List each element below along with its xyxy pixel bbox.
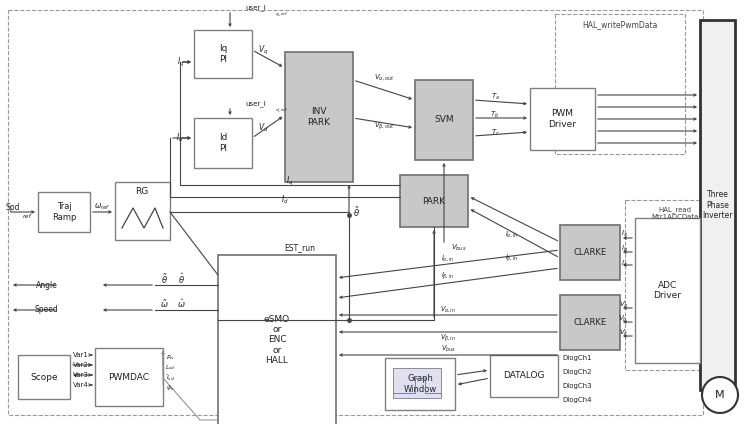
Text: user_I: user_I bbox=[245, 100, 266, 107]
Bar bbox=[490, 355, 558, 397]
Text: $L_{sd}$: $L_{sd}$ bbox=[165, 363, 176, 372]
Text: HAL_writePwmData: HAL_writePwmData bbox=[583, 20, 657, 29]
Text: $_{q\_ref}$: $_{q\_ref}$ bbox=[275, 10, 288, 18]
Text: Var3: Var3 bbox=[73, 372, 89, 378]
Bar bbox=[95, 348, 163, 406]
Text: PWM
Driver: PWM Driver bbox=[548, 109, 577, 129]
Bar bbox=[555, 14, 685, 154]
Text: $V_{\alpha,out}$: $V_{\alpha,out}$ bbox=[374, 72, 394, 82]
Text: $V_d$: $V_d$ bbox=[258, 122, 268, 134]
Text: DlogCh3: DlogCh3 bbox=[562, 383, 592, 389]
Text: eSMO
or
ENC
or
HALL: eSMO or ENC or HALL bbox=[264, 315, 290, 365]
Text: $I_b$: $I_b$ bbox=[621, 244, 628, 254]
Bar bbox=[218, 255, 336, 424]
Text: $\tilde{\omega}$: $\tilde{\omega}$ bbox=[160, 298, 168, 310]
Text: PARK: PARK bbox=[423, 196, 445, 206]
Text: Graph
Window: Graph Window bbox=[403, 374, 437, 394]
Text: $I_d$: $I_d$ bbox=[176, 132, 184, 144]
Text: $I_c$: $I_c$ bbox=[622, 259, 628, 269]
Text: Scope: Scope bbox=[30, 373, 58, 382]
Bar bbox=[38, 192, 90, 232]
Bar bbox=[400, 175, 468, 227]
Bar bbox=[700, 20, 735, 390]
Text: DlogCh1: DlogCh1 bbox=[562, 355, 592, 361]
Bar bbox=[393, 368, 441, 398]
Circle shape bbox=[702, 377, 738, 413]
Text: HAL_read
Mtr1ADCData: HAL_read Mtr1ADCData bbox=[651, 206, 698, 220]
Text: $V_q$: $V_q$ bbox=[258, 43, 268, 56]
Text: DATALOG: DATALOG bbox=[503, 371, 545, 380]
Text: Three
Phase
Inverter: Three Phase Inverter bbox=[702, 190, 733, 220]
Text: RG: RG bbox=[135, 187, 149, 196]
Bar bbox=[285, 52, 353, 182]
Text: $\hat{I}_{sd}$: $\hat{I}_{sd}$ bbox=[166, 373, 175, 383]
Text: $T_b$: $T_b$ bbox=[491, 110, 500, 120]
Bar bbox=[385, 358, 455, 410]
Text: $V_{\beta,out}$: $V_{\beta,out}$ bbox=[374, 120, 394, 132]
Text: $V_{\beta,in}$: $V_{\beta,in}$ bbox=[440, 332, 456, 344]
Text: CLARKE: CLARKE bbox=[574, 248, 607, 257]
Text: $I_{\alpha,in}$: $I_{\alpha,in}$ bbox=[506, 229, 518, 239]
Text: $I_{\alpha,in}$: $I_{\alpha,in}$ bbox=[441, 253, 455, 263]
Text: $V_{\alpha,in}$: $V_{\alpha,in}$ bbox=[440, 304, 456, 314]
Text: $\hat{\omega}$: $\hat{\omega}$ bbox=[177, 298, 185, 310]
Text: $I_q$: $I_q$ bbox=[286, 174, 294, 187]
Bar bbox=[115, 182, 170, 240]
Text: $_{d\_ref}$: $_{d\_ref}$ bbox=[275, 106, 288, 114]
Text: $T_c$: $T_c$ bbox=[491, 128, 500, 138]
Text: PWMDAC: PWMDAC bbox=[108, 373, 149, 382]
Text: $\tilde{\theta}$: $\tilde{\theta}$ bbox=[353, 205, 360, 219]
Text: $V_a$: $V_a$ bbox=[619, 300, 628, 310]
Bar bbox=[560, 295, 620, 350]
Text: Spd: Spd bbox=[5, 203, 19, 212]
Text: $I_d$: $I_d$ bbox=[281, 194, 289, 206]
Text: $V_c$: $V_c$ bbox=[619, 328, 628, 338]
Text: $I_q$: $I_q$ bbox=[176, 56, 184, 69]
Text: $I_{\beta,in}$: $I_{\beta,in}$ bbox=[441, 270, 455, 282]
Bar bbox=[635, 218, 700, 363]
Text: $\hat{\theta}$: $\hat{\theta}$ bbox=[178, 272, 185, 286]
Text: Speed: Speed bbox=[34, 306, 58, 315]
Text: $V_b$: $V_b$ bbox=[619, 314, 628, 324]
Bar bbox=[18, 355, 70, 399]
Text: $V_{bus}$: $V_{bus}$ bbox=[451, 243, 466, 253]
Text: Var4: Var4 bbox=[73, 382, 89, 388]
Bar bbox=[625, 200, 725, 370]
Text: DlogCh2: DlogCh2 bbox=[562, 369, 592, 375]
Text: DlogCh4: DlogCh4 bbox=[562, 397, 592, 403]
Text: ref: ref bbox=[23, 214, 32, 218]
Text: $R_s$: $R_s$ bbox=[166, 354, 174, 363]
Text: $I_{\beta,in}$: $I_{\beta,in}$ bbox=[506, 252, 518, 264]
Text: Iq
PI: Iq PI bbox=[219, 44, 227, 64]
Text: Id
PI: Id PI bbox=[219, 133, 227, 153]
Text: $\tilde{\theta}$: $\tilde{\theta}$ bbox=[161, 272, 167, 286]
Text: $\omega_{ref}$: $\omega_{ref}$ bbox=[94, 202, 111, 212]
Text: Traj
Ramp: Traj Ramp bbox=[52, 202, 76, 222]
Text: $I_a$: $I_a$ bbox=[622, 229, 628, 239]
Text: Var2: Var2 bbox=[73, 362, 89, 368]
Text: SVM: SVM bbox=[434, 115, 454, 125]
Text: $\hat{\psi}_s$: $\hat{\psi}_s$ bbox=[166, 383, 174, 393]
Text: $V_{bus}$: $V_{bus}$ bbox=[441, 344, 456, 354]
Text: EST_run: EST_run bbox=[285, 243, 315, 253]
Bar bbox=[194, 118, 252, 168]
Bar bbox=[560, 225, 620, 280]
Text: M: M bbox=[715, 390, 725, 400]
Bar bbox=[194, 30, 252, 78]
Bar bbox=[530, 88, 595, 150]
Text: INV
PARK: INV PARK bbox=[308, 107, 330, 127]
Text: Var1: Var1 bbox=[73, 352, 89, 358]
Bar bbox=[415, 80, 473, 160]
Text: user_I: user_I bbox=[245, 5, 266, 11]
Text: ADC
Driver: ADC Driver bbox=[654, 281, 681, 300]
Text: $T_a$: $T_a$ bbox=[491, 92, 500, 102]
Text: Angle: Angle bbox=[36, 281, 58, 290]
Text: CLARKE: CLARKE bbox=[574, 318, 607, 327]
